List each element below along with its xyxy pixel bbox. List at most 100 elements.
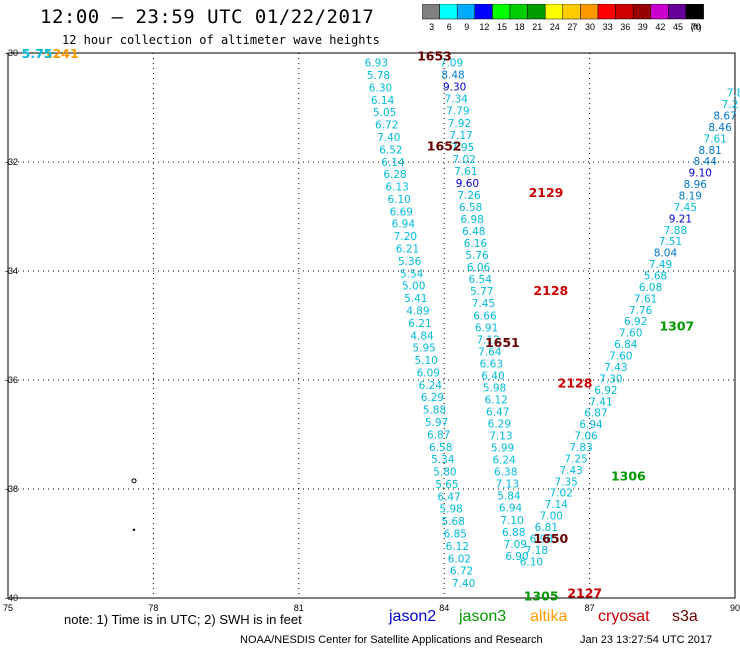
- wave-height-value: 6.98: [530, 533, 553, 545]
- wave-height-value: 6.12: [484, 394, 507, 406]
- wave-height-value: 6.87: [427, 429, 450, 441]
- wave-height-value: 7.02: [550, 488, 573, 500]
- wave-height-value: 7.92: [448, 118, 471, 130]
- legend-jason2: jason2: [389, 608, 437, 625]
- wave-height-value: 7.43: [604, 362, 627, 374]
- legend-s3a: s3a: [672, 608, 698, 625]
- wave-height-value: 6.88: [502, 527, 525, 539]
- pass-time-label: 1307: [659, 319, 694, 334]
- wave-height-value: 6.21: [396, 244, 419, 256]
- wave-height-value: 5.98: [439, 504, 462, 516]
- wave-height-value: 7.26: [457, 190, 481, 202]
- color-scale-tick: 70: [691, 22, 701, 32]
- chart-subtitle: 12 hour collection of altimeter wave hei…: [62, 33, 380, 47]
- legend-jason3: jason3: [459, 608, 507, 625]
- wave-height-value: 8.19: [679, 190, 702, 202]
- pass-time-label: 2129: [529, 185, 564, 200]
- wave-height-value: 5.80: [433, 467, 456, 479]
- pass-time-label: 1241: [44, 46, 79, 61]
- wave-height-value: 8.96: [684, 179, 708, 191]
- wave-height-value: 7.8: [727, 88, 740, 100]
- wave-height-value: 6.12: [446, 541, 469, 553]
- wave-height-value: 6.28: [383, 169, 406, 181]
- color-scale-tick: 3: [429, 22, 434, 32]
- wave-height-value: 9.30: [443, 82, 466, 94]
- wave-height-value: 6.30: [369, 82, 392, 94]
- wave-height-value: 7.14: [545, 499, 569, 511]
- wave-height-value: 5.05: [373, 107, 396, 119]
- wave-height-value: 5.34: [431, 454, 455, 466]
- wave-height-value: 6.93: [365, 58, 388, 70]
- wave-height-value: 6.52: [379, 144, 402, 156]
- wave-height-value: 7.30: [599, 373, 622, 385]
- wave-height-value: 6.24: [492, 455, 516, 467]
- wave-height-value: 6.38: [494, 467, 517, 479]
- x-tick-label: 90: [730, 603, 740, 613]
- wave-height-value: 6.24: [419, 380, 443, 392]
- wave-height-value: 5.88: [423, 405, 446, 417]
- wave-height-value: 7.00: [540, 511, 563, 523]
- wave-height-value: 6.94: [579, 419, 603, 431]
- wave-height-value: 6.69: [390, 206, 413, 218]
- wave-height-value: 5.99: [491, 443, 514, 455]
- wave-height-value: 7.17: [449, 130, 472, 142]
- wave-height-value: 5.78: [367, 70, 390, 82]
- color-scale-tick: 24: [550, 22, 560, 32]
- wave-height-value: 7.34: [445, 94, 469, 106]
- wave-height-value: 7.09: [440, 58, 463, 70]
- wave-height-value: 6.14: [381, 157, 405, 169]
- wave-height-value: 9.21: [669, 213, 692, 225]
- wave-height-value: 8.67: [713, 110, 736, 122]
- wave-height-value: 5.65: [435, 479, 458, 491]
- wave-height-value: 6.02: [448, 553, 471, 565]
- wave-height-value: 5.68: [644, 271, 667, 283]
- wave-height-value: 7.06: [574, 431, 598, 443]
- wave-height-value: 6.08: [639, 282, 662, 294]
- legend-cryosat: cryosat: [598, 608, 650, 625]
- wave-height-value: 6.92: [594, 385, 617, 397]
- wave-height-value: 5.68: [442, 516, 465, 528]
- legend-altika: altika: [530, 608, 568, 625]
- wave-height-value: 7.10: [500, 515, 523, 527]
- wave-height-value: 6.66: [473, 310, 497, 322]
- wave-height-value: 6.58: [459, 202, 482, 214]
- wave-height-value: 9.60: [456, 178, 479, 190]
- color-scale-tick: 21: [532, 22, 542, 32]
- island-marker: [131, 478, 137, 484]
- wave-height-value: 7.09: [504, 539, 527, 551]
- wave-height-value: 6.63: [480, 358, 503, 370]
- wave-height-value: 6.87: [584, 408, 607, 420]
- color-scale-tick: 27: [567, 22, 577, 32]
- wave-height-value: 7.64: [478, 346, 502, 358]
- wave-height-map: 75 78 81 84 87 90-30-32-34-36-38-406.935.786.…: [3, 46, 740, 613]
- wave-height-value: 6.13: [385, 182, 408, 194]
- color-scale-tick: 18: [515, 22, 525, 32]
- color-scale-tick: 36: [620, 22, 630, 32]
- wave-height-value: 6.29: [421, 392, 444, 404]
- wave-height-value: 7.40: [452, 578, 475, 590]
- wave-height-value: 7.49: [649, 259, 672, 271]
- wave-height-value: 7.60: [619, 328, 642, 340]
- wave-height-value: 8.44: [694, 156, 718, 168]
- wave-height-value: 4.89: [406, 305, 429, 317]
- wave-height-value: 6.40: [481, 370, 504, 382]
- wave-height-value: 7.25: [564, 453, 587, 465]
- wave-height-value: 6.91: [475, 322, 498, 334]
- color-scale-unit: (ft): [691, 22, 702, 32]
- wave-height-value: 5.84: [497, 491, 521, 503]
- wave-height-value: 7.95: [451, 142, 474, 154]
- color-scale-tick: 9: [464, 22, 469, 32]
- pass-time-label: 1305: [524, 588, 559, 603]
- wave-height-value: 6.94: [499, 503, 523, 515]
- wave-height-value: 9.10: [689, 168, 712, 180]
- color-scale-tick: 42: [655, 22, 665, 32]
- y-tick-label: -38: [5, 484, 18, 494]
- wave-height-value: 7.83: [569, 442, 592, 454]
- wave-height-value: 7.76: [629, 305, 653, 317]
- wave-height-value: 5.41: [404, 293, 427, 305]
- wave-height-value: 6.84: [614, 339, 638, 351]
- color-swatch: [685, 4, 704, 20]
- color-scale-tick: 30: [585, 22, 595, 32]
- wave-height-value: 5.95: [412, 343, 435, 355]
- wave-height-value: 7.61: [634, 293, 657, 305]
